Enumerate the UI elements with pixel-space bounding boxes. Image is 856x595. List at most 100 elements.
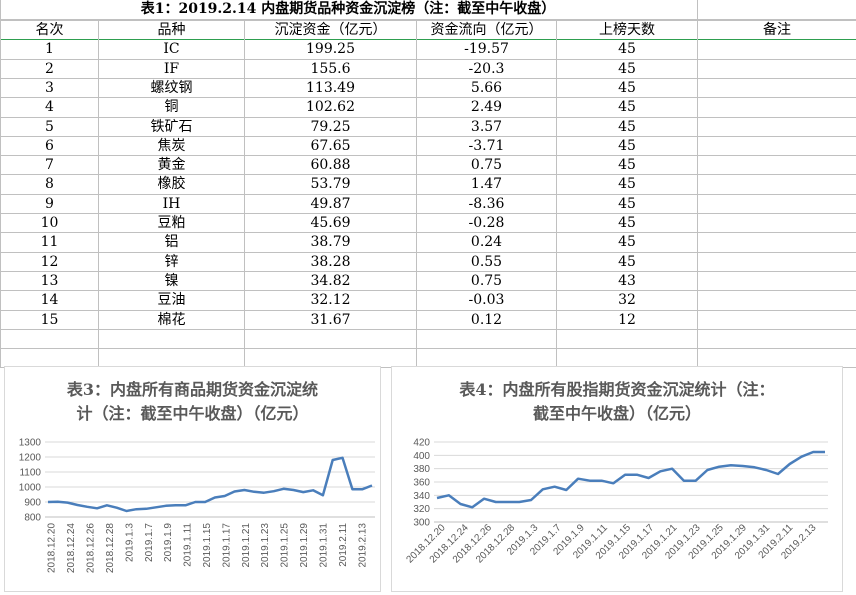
table-cell: 38.28 <box>310 254 351 270</box>
table-cell: 34.82 <box>310 273 351 289</box>
table-cell: 199.25 <box>306 41 355 57</box>
table-cell: 45 <box>618 157 636 173</box>
table-cell <box>698 311 856 330</box>
table-cell: 45 <box>618 196 636 212</box>
table-cell: 102.62 <box>306 99 355 115</box>
table-cell: 45 <box>618 99 636 115</box>
table-cell: 0.75 <box>470 157 503 173</box>
table-cell: -0.03 <box>468 292 505 308</box>
table-cell: 0.24 <box>470 234 503 250</box>
table-cell: 45 <box>618 234 636 250</box>
table-cell <box>698 40 856 59</box>
x-tick-label: 2019.1.11 <box>183 523 194 567</box>
table-cell <box>698 156 856 175</box>
table-cell: 黄金 <box>157 157 186 173</box>
table-cell: 5 <box>45 119 54 135</box>
x-tick-label: 2019.1.15 <box>202 523 213 568</box>
column-header: 备注 <box>763 22 791 38</box>
table-cell: 6 <box>45 138 54 154</box>
y-tick-label: 340 <box>413 491 430 502</box>
x-tick-label: 2019.1.25 <box>280 523 291 568</box>
table-cell: 45 <box>618 61 636 77</box>
table-cell: 焦炭 <box>157 138 186 154</box>
column-header: 品种 <box>157 22 186 38</box>
x-tick-label: 2019.1.21 <box>241 523 252 568</box>
table-cell <box>698 175 856 194</box>
table-cell: 60.88 <box>310 157 351 173</box>
table-cell: -0.28 <box>468 215 505 231</box>
table-cell: 1 <box>45 41 54 57</box>
x-tick-label: 2018.12.20 <box>47 523 58 573</box>
table-cell: 0.75 <box>470 273 503 289</box>
table-cell: 10 <box>40 215 59 231</box>
table-cell: 9 <box>45 196 54 212</box>
x-tick-label: 2019.1.7 <box>144 523 155 562</box>
table-cell: 79.25 <box>310 119 351 135</box>
table-cell: -20.3 <box>468 61 505 77</box>
chart-index-futures: 表4：内盘所有股指期货资金沉淀统计（注： 截至中午收盘）（亿元） 300 320 3… <box>391 366 843 592</box>
table-cell: 锌 <box>164 254 179 270</box>
y-tick-label: 380 <box>413 464 430 475</box>
table-cell: 12 <box>618 312 636 328</box>
y-tick-label: 300 <box>413 518 430 529</box>
table-cell: 45 <box>618 138 636 154</box>
series-line <box>436 450 825 509</box>
x-tick-label: 2018.12.24 <box>66 523 77 573</box>
y-tick-label: 1000 <box>19 483 42 494</box>
x-tick-label: 2019.1.23 <box>260 523 271 568</box>
table-cell: 5.66 <box>470 80 503 96</box>
table-cell: 橡胶 <box>157 176 186 192</box>
y-tick-label: 1100 <box>19 468 41 479</box>
table-cell: 45 <box>618 254 636 270</box>
chart-title-line-2: 截至中午收盘）（亿元） <box>532 404 701 423</box>
table-cell: 45 <box>618 215 636 231</box>
table-cell <box>698 118 856 137</box>
table-cell: 7 <box>45 157 54 173</box>
y-tick-label: 400 <box>413 451 430 462</box>
table-cell: 豆粕 <box>157 215 186 231</box>
table-cell: 13 <box>40 273 59 289</box>
column-header: 资金流向（亿元） <box>430 22 543 38</box>
table-title: 表1：2019.2.14 内盘期货品种资金沉淀榜（注：截至中午收盘） <box>140 1 556 17</box>
table-cell: 45 <box>618 176 636 192</box>
spreadsheet: 表1：2019.2.14 内盘期货品种资金沉淀榜（注：截至中午收盘） 名次 品种 沉… <box>0 0 856 368</box>
table-cell: 113.49 <box>306 80 355 96</box>
table-cell: 棉花 <box>157 312 186 328</box>
table-cell: 豆油 <box>157 292 186 308</box>
series-line <box>47 456 373 513</box>
x-tick-label: 2019.1.3 <box>124 523 135 562</box>
table-cell: 38.79 <box>310 234 351 250</box>
table-cell: 1.47 <box>470 176 503 192</box>
y-tick-label: 360 <box>413 478 430 489</box>
chart-plot: 800 900 1000 1100 1200 1300 2018.12.20 2018.12.… <box>19 438 375 573</box>
table-cell <box>698 272 856 291</box>
x-tick-label: 2019.1.9 <box>163 523 174 562</box>
table-cell: 2.49 <box>470 99 503 115</box>
table-cell: 31.67 <box>310 312 351 328</box>
table-cell: IH <box>162 196 181 212</box>
column-header: 沉淀资金（亿元） <box>274 22 387 38</box>
table-cell: 0.55 <box>470 254 503 270</box>
table-cell: -3.71 <box>468 138 505 154</box>
table-cell: -8.36 <box>468 196 505 212</box>
table-cell: IC <box>163 41 180 57</box>
x-tick-label: 2018.12.26 <box>86 523 97 573</box>
y-tick-label: 800 <box>24 513 41 524</box>
column-header: 上榜天数 <box>599 22 655 38</box>
table-cell: 45 <box>618 80 636 96</box>
chart-title-line-1: 表3：内盘所有商品期货资金沉淀统 <box>66 380 319 399</box>
x-tick-label: 2019.1.31 <box>318 523 329 568</box>
y-tick-label: 900 <box>24 498 41 509</box>
table-cell: 2 <box>45 61 54 77</box>
chart-title-line-2: 计（注：截至中午收盘）（亿元） <box>76 404 309 423</box>
table-cell: 铝 <box>164 234 179 250</box>
table-cell: 11 <box>40 234 59 250</box>
table-cell <box>698 137 856 156</box>
table-cell: IF <box>163 61 180 77</box>
x-tick-label: 2019.1.29 <box>299 523 310 568</box>
table-cell: 铁矿石 <box>150 119 193 135</box>
x-tick-label: 2018.12.28 <box>105 523 116 573</box>
table-cell: 43 <box>618 273 636 289</box>
table-cell <box>698 214 856 233</box>
table-cell: 45 <box>618 119 636 135</box>
